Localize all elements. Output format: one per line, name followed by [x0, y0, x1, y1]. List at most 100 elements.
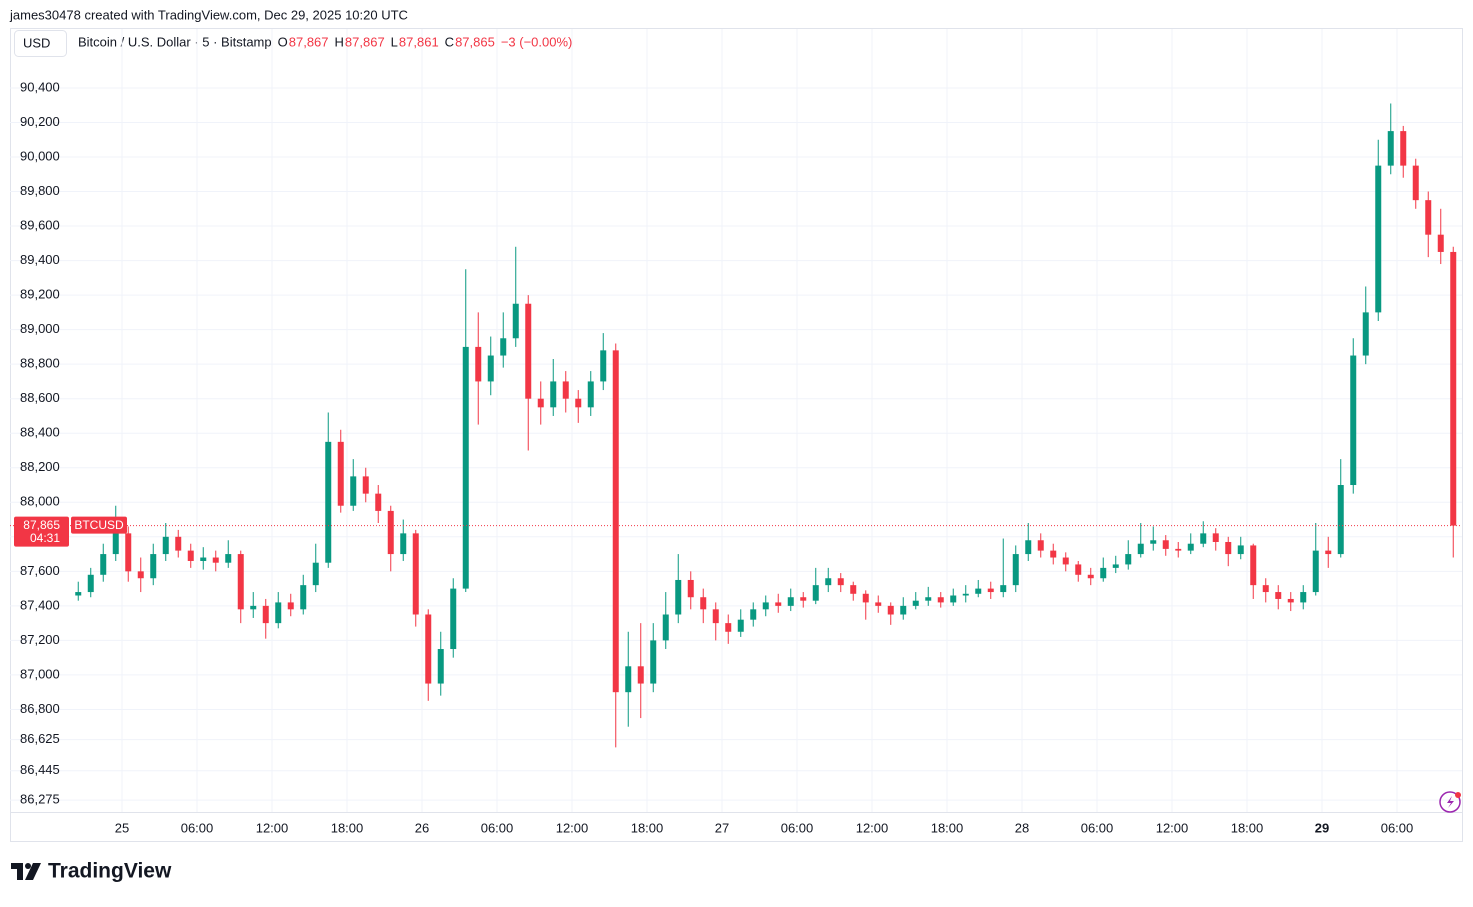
- candle-body: [800, 597, 807, 601]
- candle-body: [150, 554, 157, 579]
- candle-body: [650, 640, 657, 684]
- candle-body: [125, 533, 132, 572]
- candle-body: [262, 605, 269, 624]
- candle-body: [600, 350, 607, 382]
- candle-body: [1150, 540, 1157, 544]
- logo-icon: [11, 863, 41, 880]
- candle-body: [1212, 533, 1219, 542]
- candle-body: [1050, 550, 1057, 558]
- candle-body: [1037, 540, 1044, 551]
- candle-body: [175, 536, 182, 551]
- currency[interactable]: USD: [23, 35, 50, 50]
- ohlc-value: 87,865: [455, 34, 495, 49]
- candle-body: [875, 602, 882, 606]
- candle-body: [1000, 585, 1007, 593]
- candle-body: [1262, 585, 1269, 593]
- candle-body: [537, 398, 544, 408]
- candle-body: [1287, 598, 1294, 603]
- x-tick-label: 26: [415, 820, 429, 835]
- candle-body: [75, 592, 82, 596]
- x-tick-label: 25: [115, 820, 129, 835]
- candle-body: [1437, 234, 1444, 252]
- candle-body: [575, 398, 582, 408]
- axes: 86,275 86,445 86,625 86,800 87,000 87,200 87,4…: [14, 79, 1413, 835]
- ohlc-key: L: [391, 34, 398, 49]
- y-tick-label: 86,800: [20, 701, 60, 716]
- candle-body: [975, 588, 982, 594]
- candle-body: [450, 588, 457, 650]
- candle-body: [437, 649, 444, 684]
- candle-body: [912, 600, 919, 606]
- x-tick-label: 06:00: [1081, 820, 1114, 835]
- x-tick-label: 29: [1315, 820, 1329, 835]
- last-price-label: 87,865: [23, 518, 60, 532]
- change: −3 (−0.00%): [501, 34, 573, 49]
- candle-body: [775, 602, 782, 606]
- candle-body: [887, 605, 894, 615]
- currency-button[interactable]: [14, 30, 67, 57]
- candle-body: [212, 557, 219, 563]
- y-tick-label: 89,800: [20, 183, 60, 198]
- x-tick-label: 18:00: [1231, 820, 1264, 835]
- candle-body: [300, 585, 307, 610]
- candle-body: [87, 574, 94, 593]
- x-tick-label: 12:00: [856, 820, 889, 835]
- logo-text: TradingView: [48, 860, 172, 883]
- candle-body: [1162, 540, 1169, 549]
- candle-body: [162, 536, 169, 555]
- candle-body: [1075, 564, 1082, 575]
- candle-body: [1450, 251, 1457, 526]
- credit: james30478 created with TradingView.com,…: [9, 7, 408, 22]
- candle-body: [1012, 554, 1019, 586]
- candle-body: [837, 578, 844, 586]
- y-tick-label: 87,600: [20, 563, 60, 578]
- candle-body: [1350, 355, 1357, 486]
- x-tick-label: 18:00: [331, 820, 364, 835]
- symbol-box: [71, 516, 127, 534]
- candle-body: [962, 593, 969, 596]
- candle-body: [1200, 533, 1207, 544]
- candle-body: [750, 609, 757, 620]
- candle-body: [712, 609, 719, 624]
- y-tick-label: 87,200: [20, 632, 60, 647]
- symbol-label: BTCUSD: [74, 518, 124, 532]
- candle-body: [1362, 312, 1369, 356]
- candle-body: [950, 595, 957, 603]
- x-tick-label: 06:00: [481, 820, 514, 835]
- candle-body: [612, 350, 619, 693]
- candle-body: [825, 578, 832, 586]
- chart-title: Bitcoin / U.S. Dollar · 5 · Bitstamp: [78, 34, 272, 49]
- candle-body: [862, 593, 869, 603]
- candle-body: [400, 533, 407, 555]
- countdown: 04:31: [30, 531, 60, 545]
- y-tick-label: 86,445: [20, 762, 60, 777]
- candle-body: [225, 554, 232, 563]
- candle-body: [250, 605, 257, 610]
- candle-body: [812, 585, 819, 601]
- candle-body: [275, 602, 282, 624]
- candle-body: [937, 597, 944, 603]
- ohlc-value: 87,867: [345, 34, 385, 49]
- candle-body: [187, 550, 194, 561]
- y-tick-label: 88,200: [20, 459, 60, 474]
- candle-body: [350, 476, 357, 506]
- candle-body: [587, 381, 594, 408]
- y-tick-label: 87,000: [20, 666, 60, 681]
- candle-body: [1087, 574, 1094, 579]
- candle-body: [675, 579, 682, 615]
- y-tick-label: 86,625: [20, 731, 60, 746]
- candle-body: [462, 346, 469, 589]
- candle-body: [1175, 548, 1182, 551]
- candle-body: [900, 605, 907, 615]
- candle-body: [987, 588, 994, 593]
- candle-body: [1300, 592, 1307, 603]
- candle-body: [1237, 545, 1244, 555]
- y-tick-label: 88,000: [20, 494, 60, 509]
- assistant-icon[interactable]: [1439, 791, 1461, 813]
- x-tick-label: 18:00: [631, 820, 664, 835]
- candle-body: [1375, 165, 1382, 313]
- x-tick-label: 06:00: [781, 820, 814, 835]
- candle-body: [137, 571, 144, 579]
- last-price-box: [14, 516, 69, 547]
